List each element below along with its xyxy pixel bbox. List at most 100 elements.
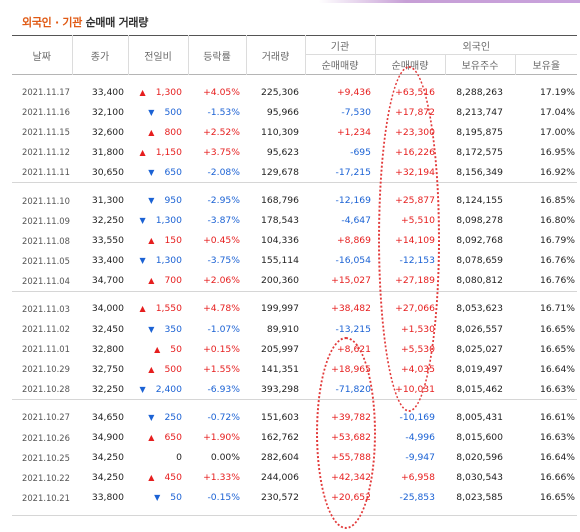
cell-foreign-net: -4,996 [405, 432, 435, 444]
cell-foreign-net: +16,226 [395, 146, 435, 158]
cell-rate: -0.72% [207, 411, 240, 423]
cell-ratio: 16.66% [539, 472, 576, 484]
cell-change: ▼ 500 [128, 102, 188, 122]
cell-change: ▲ 800 [128, 122, 188, 142]
change-value: 1,550 [155, 303, 182, 315]
table-body: 2021.11.17 33,400 ▲ 1,300 +4.05% 225,306 +9,43… [12, 75, 578, 517]
section-title: 외국인 · 기관 순매매 거래량 [22, 14, 148, 30]
cell-close: 34,000 [91, 303, 124, 315]
up-triangle-icon: ▲ [139, 304, 146, 314]
cell-inst-net: -16,054 [335, 255, 371, 267]
cell-inst-net: +15,027 [331, 275, 371, 287]
up-triangle-icon: ▲ [139, 87, 146, 97]
cell-foreign-net: +14,109 [395, 235, 435, 247]
cell-volume: 230,572 [261, 492, 299, 504]
table-row: 2021.10.21 33,800 ▼ 50 -0.15% 230,572 +20,652 -… [12, 488, 577, 508]
cell-date: 2021.10.22 [22, 472, 70, 483]
cell-date: 2021.11.10 [22, 195, 70, 206]
cell-ratio: 16.80% [539, 215, 576, 227]
cell-date: 2021.10.27 [22, 412, 70, 423]
down-triangle-icon: ▼ [148, 196, 155, 206]
cell-foreign-net: +5,530 [400, 343, 435, 355]
cell-ratio: 16.61% [539, 411, 576, 423]
up-triangle-icon: ▲ [154, 344, 161, 354]
cell-ratio: 16.65% [539, 343, 576, 355]
cell-rate: 0.00% [210, 452, 240, 464]
group-spacer [12, 75, 577, 83]
table-row: 2021.10.25 34,250 0 0.00% 282,604 +55,788 -9,9… [12, 448, 577, 468]
trading-table: 날짜 종가 전일비 등락률 거래량 기관 외국인 순매매량 순매매량 보유주수 … [12, 35, 578, 517]
cell-volume: 104,336 [261, 235, 299, 247]
cell-date: 2021.10.21 [22, 492, 70, 503]
cell-change: ▲ 50 [128, 339, 188, 359]
cell-inst-net: +9,436 [336, 86, 371, 98]
cell-ratio: 16.64% [539, 452, 576, 464]
table-row: 2021.10.26 34,900 ▲ 650 +1.90% 162,762 +53,682… [12, 428, 577, 448]
change-value: 950 [164, 195, 182, 207]
header-foreign: 외국인 [374, 35, 578, 55]
cell-change: ▲ 650 [128, 428, 188, 448]
cell-inst-net: +55,788 [331, 452, 371, 464]
cell-foreign-net: +17,872 [395, 106, 435, 118]
change-value: 350 [164, 323, 182, 335]
cell-close: 31,300 [91, 195, 124, 207]
cell-close: 34,650 [91, 411, 124, 423]
cell-inst-net: -17,215 [335, 166, 371, 178]
change-value: 650 [164, 166, 182, 178]
cell-date: 2021.11.04 [22, 275, 70, 286]
down-triangle-icon: ▼ [154, 493, 161, 503]
table-row: 2021.11.17 33,400 ▲ 1,300 +4.05% 225,306 +9,43… [12, 82, 577, 102]
header-volume: 거래량 [245, 35, 305, 75]
change-value: 800 [164, 126, 182, 138]
cell-ratio: 16.65% [539, 323, 576, 335]
cell-change: ▼ 1,300 [128, 251, 188, 271]
header-holdings: 보유주수 [444, 54, 515, 75]
cell-foreign-net: +23,300 [395, 126, 435, 138]
down-triangle-icon: ▼ [148, 412, 155, 422]
cell-foreign-net: +4,035 [400, 363, 435, 375]
up-triangle-icon: ▲ [148, 276, 155, 286]
cell-volume: 95,623 [266, 146, 299, 158]
cell-inst-net: -13,215 [335, 323, 371, 335]
cell-change: ▼ 650 [128, 162, 188, 183]
cell-volume: 162,762 [261, 432, 299, 444]
group-spacer [12, 399, 578, 408]
cell-holdings: 8,023,585 [456, 492, 503, 504]
title-accent: 외국인 · 기관 [22, 16, 83, 29]
cell-ratio: 16.76% [539, 255, 576, 267]
cell-ratio: 17.19% [539, 86, 576, 98]
down-triangle-icon: ▼ [139, 384, 146, 394]
cell-holdings: 8,098,278 [456, 215, 503, 227]
cell-foreign-net: +25,877 [395, 195, 435, 207]
cell-foreign-net: +10,031 [395, 383, 435, 395]
cell-date: 2021.11.16 [22, 107, 70, 118]
header-date: 날짜 [32, 51, 51, 63]
down-triangle-icon: ▼ [139, 216, 146, 226]
change-value: 0 [176, 452, 182, 464]
cell-close: 32,250 [91, 383, 124, 395]
cell-rate: +3.75% [203, 146, 240, 158]
cell-rate: +1.55% [203, 363, 240, 375]
change-value: 150 [164, 235, 182, 247]
change-value: 250 [164, 411, 182, 423]
cell-holdings: 8,213,747 [456, 106, 503, 118]
cell-date: 2021.11.09 [22, 215, 70, 226]
cell-rate: +4.05% [203, 86, 240, 98]
cell-date: 2021.10.25 [22, 452, 70, 463]
cell-close: 34,250 [91, 452, 124, 464]
up-triangle-icon: ▲ [139, 147, 146, 157]
cell-change: ▼ 950 [128, 190, 188, 210]
cell-inst-net: +53,682 [331, 432, 371, 444]
header-inst-net: 순매매량 [304, 54, 375, 75]
cell-close: 33,400 [91, 255, 124, 267]
cell-date: 2021.11.15 [22, 127, 70, 138]
cell-inst-net: +18,965 [331, 363, 371, 375]
up-triangle-icon: ▲ [148, 236, 155, 246]
cell-volume: 95,966 [266, 106, 299, 118]
cell-close: 34,900 [91, 432, 124, 444]
cell-holdings: 8,053,623 [456, 303, 503, 315]
cell-ratio: 16.92% [539, 166, 576, 178]
cell-volume: 282,604 [261, 452, 299, 464]
cell-date: 2021.10.26 [22, 432, 70, 443]
header-ratio: 보유율 [514, 54, 578, 75]
